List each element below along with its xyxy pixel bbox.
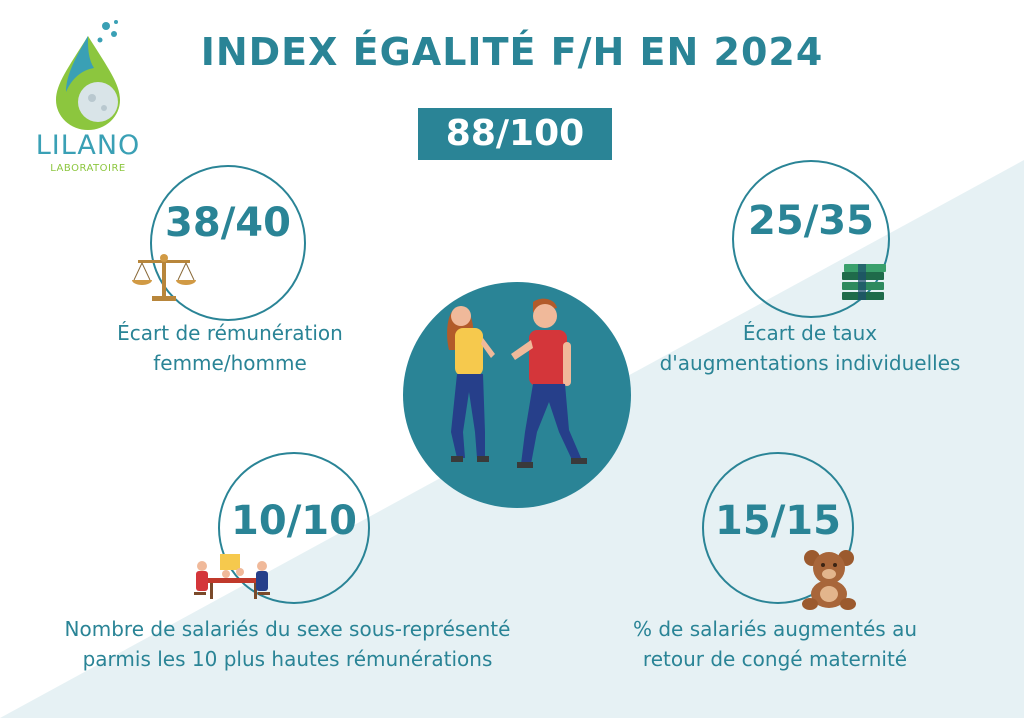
- indicator-ring-maternity: [702, 452, 854, 604]
- meeting-icon: [194, 554, 270, 599]
- indicator-label-maternity: % de salariés augmentés au retour de con…: [570, 614, 980, 674]
- money-stack-icon: [842, 264, 886, 300]
- company-logo: LILANO LABORATOIRE: [28, 18, 148, 178]
- indicator-value-top-earners: 10/10: [231, 498, 357, 544]
- indicator-value-maternity: 15/15: [715, 498, 841, 544]
- indicator-label-maternity-line1: % de salariés augmentés au: [632, 617, 917, 641]
- couple-walking-icon: [447, 298, 587, 468]
- indicator-label-top-earners-line2: parmis les 10 plus hautes rémunérations: [82, 647, 493, 671]
- teddy-bear-icon: [802, 550, 856, 610]
- indicator-value-raises: 25/35: [748, 198, 874, 244]
- logo-drop-icon: [56, 20, 120, 130]
- indicator-value-pay-gap: 38/40: [165, 200, 291, 246]
- total-score: 88/100: [418, 108, 612, 160]
- logo-name: LILANO: [35, 130, 141, 161]
- indicator-label-top-earners: Nombre de salariés du sexe sous-représen…: [10, 614, 565, 674]
- indicator-label-pay-gap-line2: femme/homme: [153, 351, 307, 375]
- indicator-label-top-earners-line1: Nombre de salariés du sexe sous-représen…: [64, 617, 511, 641]
- center-illustration: [403, 282, 631, 508]
- page-title: INDEX ÉGALITÉ F/H EN 2024: [200, 30, 824, 74]
- indicator-label-pay-gap: Écart de rémunération femme/homme: [60, 318, 400, 378]
- indicator-ring-top-earners: [218, 452, 370, 604]
- indicator-ring-pay-gap: [150, 165, 306, 321]
- indicator-label-raises: Écart de taux d'augmentations individuel…: [620, 318, 1000, 378]
- logo-subtitle: LABORATOIRE: [50, 163, 126, 174]
- indicator-label-maternity-line2: retour de congé maternité: [642, 647, 908, 671]
- indicator-label-pay-gap-line1: Écart de rémunération: [117, 321, 343, 345]
- indicator-label-raises-line2: d'augmentations individuelles: [659, 351, 961, 375]
- scales-icon: [132, 254, 196, 301]
- indicator-label-raises-line1: Écart de taux: [742, 321, 878, 345]
- indicator-ring-raises: [732, 160, 890, 318]
